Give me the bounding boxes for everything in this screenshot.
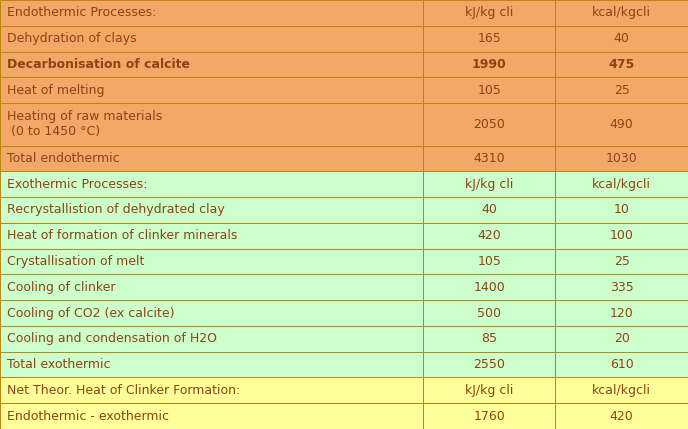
Bar (555, 51, 688, 77)
Text: 25: 25 (614, 84, 630, 97)
Text: 335: 335 (610, 281, 634, 294)
Text: Cooling of clinker: Cooling of clinker (7, 281, 116, 294)
Text: kcal/kgcli: kcal/kgcli (592, 384, 651, 397)
Bar (423, 249, 555, 275)
Bar (423, 51, 555, 77)
Text: 10: 10 (614, 203, 630, 217)
Bar (423, 403, 555, 429)
Bar (555, 378, 688, 403)
Bar (423, 145, 555, 171)
Bar (423, 378, 555, 403)
Text: Decarbonisation of calcite: Decarbonisation of calcite (7, 58, 190, 71)
Text: 500: 500 (477, 307, 501, 320)
Text: 610: 610 (610, 358, 634, 371)
Text: 165: 165 (477, 32, 501, 45)
Bar (0, 197, 423, 223)
Bar (0, 145, 423, 171)
Text: 420: 420 (610, 410, 634, 423)
Text: kJ/kg cli: kJ/kg cli (465, 178, 513, 191)
Text: 4310: 4310 (473, 152, 505, 165)
Text: Cooling of CO2 (ex calcite): Cooling of CO2 (ex calcite) (7, 307, 174, 320)
Bar (423, 26, 555, 51)
Bar (555, 77, 688, 103)
Text: 40: 40 (614, 32, 630, 45)
Bar (423, 197, 555, 223)
Text: Crystallisation of melt: Crystallisation of melt (7, 255, 144, 268)
Text: Exothermic Processes:: Exothermic Processes: (7, 178, 147, 191)
Text: Net Theor. Heat of Clinker Formation:: Net Theor. Heat of Clinker Formation: (7, 384, 240, 397)
Text: Total endothermic: Total endothermic (7, 152, 120, 165)
Bar (423, 326, 555, 352)
Text: kcal/kgcli: kcal/kgcli (592, 178, 651, 191)
Bar (423, 103, 555, 145)
Bar (555, 223, 688, 249)
Bar (555, 26, 688, 51)
Bar (0, 403, 423, 429)
Bar (555, 403, 688, 429)
Bar (0, 0, 423, 26)
Bar (0, 326, 423, 352)
Text: kJ/kg cli: kJ/kg cli (465, 6, 513, 19)
Text: 1760: 1760 (473, 410, 505, 423)
Bar (0, 378, 423, 403)
Text: 20: 20 (614, 332, 630, 345)
Bar (0, 26, 423, 51)
Text: Heating of raw materials
 (0 to 1450 °C): Heating of raw materials (0 to 1450 °C) (7, 110, 162, 138)
Text: 40: 40 (481, 203, 497, 217)
Bar (423, 0, 555, 26)
Text: 120: 120 (610, 307, 634, 320)
Bar (555, 103, 688, 145)
Bar (555, 275, 688, 300)
Bar (0, 300, 423, 326)
Text: 1400: 1400 (473, 281, 505, 294)
Bar (423, 300, 555, 326)
Text: kJ/kg cli: kJ/kg cli (465, 384, 513, 397)
Text: Heat of formation of clinker minerals: Heat of formation of clinker minerals (7, 229, 237, 242)
Text: 25: 25 (614, 255, 630, 268)
Text: Heat of melting: Heat of melting (7, 84, 105, 97)
Bar (555, 249, 688, 275)
Text: 2050: 2050 (473, 118, 505, 131)
Bar (555, 300, 688, 326)
Text: 1990: 1990 (472, 58, 506, 71)
Bar (555, 145, 688, 171)
Text: 85: 85 (481, 332, 497, 345)
Bar (555, 171, 688, 197)
Bar (423, 275, 555, 300)
Text: kcal/kgcli: kcal/kgcli (592, 6, 651, 19)
Bar (423, 171, 555, 197)
Text: Total exothermic: Total exothermic (7, 358, 110, 371)
Text: Cooling and condensation of H2O: Cooling and condensation of H2O (7, 332, 217, 345)
Text: 1030: 1030 (605, 152, 638, 165)
Text: Dehydration of clays: Dehydration of clays (7, 32, 136, 45)
Bar (555, 352, 688, 378)
Bar (0, 103, 423, 145)
Text: 105: 105 (477, 84, 501, 97)
Bar (0, 275, 423, 300)
Text: 475: 475 (608, 58, 635, 71)
Text: 490: 490 (610, 118, 634, 131)
Text: Endothermic Processes:: Endothermic Processes: (7, 6, 156, 19)
Bar (423, 223, 555, 249)
Bar (0, 77, 423, 103)
Bar (0, 352, 423, 378)
Bar (555, 0, 688, 26)
Bar (0, 51, 423, 77)
Bar (423, 352, 555, 378)
Bar (555, 326, 688, 352)
Bar (0, 249, 423, 275)
Text: 105: 105 (477, 255, 501, 268)
Bar (423, 77, 555, 103)
Text: 420: 420 (477, 229, 501, 242)
Bar (555, 197, 688, 223)
Text: Endothermic - exothermic: Endothermic - exothermic (7, 410, 169, 423)
Text: Recrystallistion of dehydrated clay: Recrystallistion of dehydrated clay (7, 203, 224, 217)
Bar (0, 171, 423, 197)
Text: 100: 100 (610, 229, 634, 242)
Text: 2550: 2550 (473, 358, 505, 371)
Bar (0, 223, 423, 249)
